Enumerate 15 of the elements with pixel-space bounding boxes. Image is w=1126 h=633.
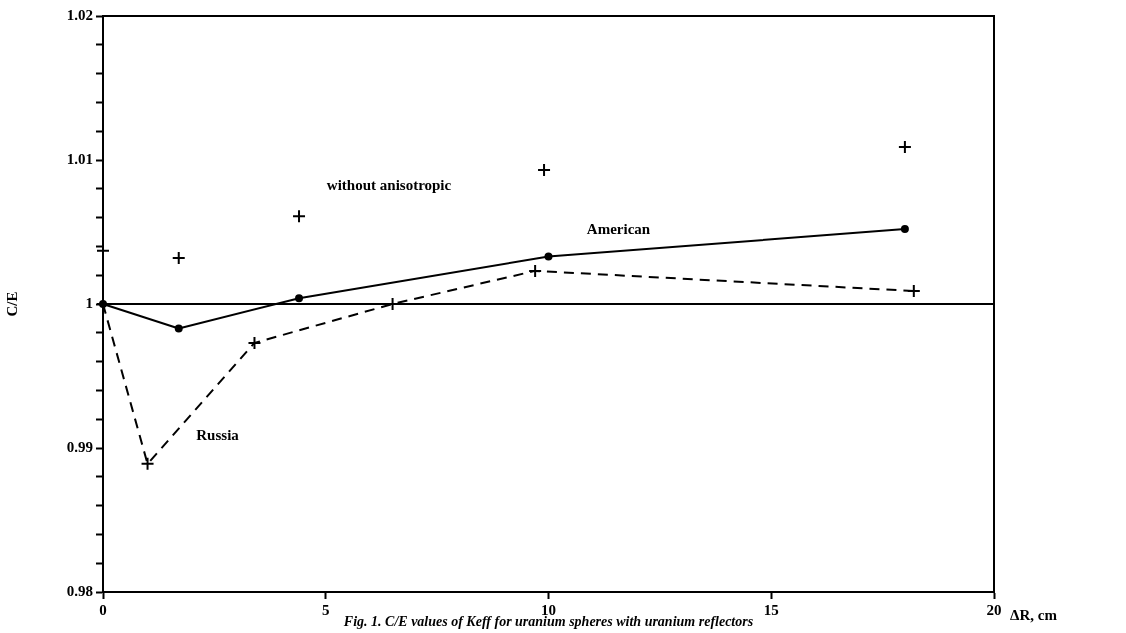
y-axis-title: C/E [3, 291, 20, 317]
x-tick-label: 20 [986, 601, 1002, 618]
x-axis-title: ΔR, cm [1010, 606, 1058, 623]
series-label: Russia [196, 426, 240, 443]
y-tick-label: 0.98 [66, 582, 93, 599]
x-tick-label: 5 [322, 601, 330, 618]
y-tick-label: 1.01 [66, 150, 93, 167]
text: without anisotropic [326, 177, 452, 194]
x-tick-label: 15 [763, 601, 779, 618]
x-tick-label: 0 [99, 601, 107, 618]
series-label: American [586, 221, 651, 238]
y-tick-label: 1 [85, 294, 93, 311]
y-tick-label: 0.99 [66, 438, 93, 455]
caption: Fig. 1. C/E values of Keff for uranium spheres with uranium reflectors [342, 613, 754, 629]
y-tick-label: 1.02 [66, 6, 93, 23]
